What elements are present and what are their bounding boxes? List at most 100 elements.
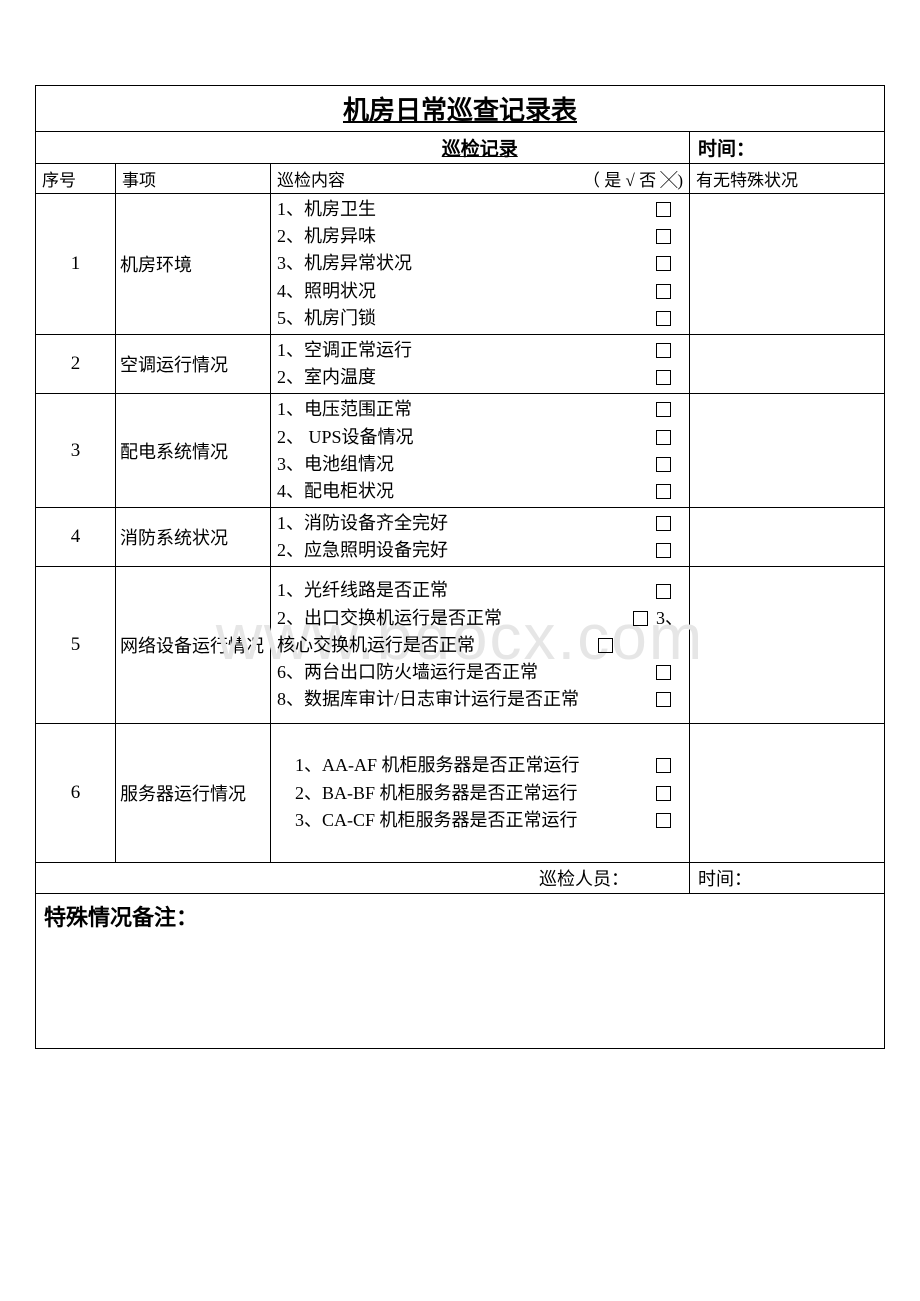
checkbox-icon[interactable]: [656, 786, 671, 801]
item-cell: 空调运行情况: [116, 334, 271, 393]
header-content-label: 巡检内容: [277, 171, 345, 190]
seq-cell: 4: [36, 508, 116, 567]
subheader-row: 巡检记录 时间：: [36, 132, 885, 164]
content-line: 2、机房异味: [277, 223, 683, 250]
content-line: 4、照明状况: [277, 278, 683, 305]
page-container: 机房日常巡查记录表 巡检记录 时间： 序号 事项 巡检内容 （ 是 √ 否 ╳)…: [0, 0, 920, 1049]
footer-left: [36, 862, 271, 893]
checkbox-icon[interactable]: [656, 543, 671, 558]
line-text: 4、照明状况: [277, 279, 376, 304]
checkbox-icon[interactable]: [656, 692, 671, 707]
seq-cell: 5: [36, 567, 116, 724]
content-line: 2、应急照明设备完好: [277, 537, 683, 564]
line-text: 1、电压范围正常: [277, 397, 412, 422]
seq-cell: 3: [36, 394, 116, 508]
table-row: 4 消防系统状况 1、消防设备齐全完好 2、应急照明设备完好: [36, 508, 885, 567]
subheader-left: [36, 132, 271, 164]
checkbox-icon[interactable]: [656, 484, 671, 499]
status-cell[interactable]: [689, 508, 884, 567]
checkbox-icon[interactable]: [656, 584, 671, 599]
content-line: 1、光纤线路是否正常: [277, 577, 683, 604]
remarks-cell[interactable]: 特殊情况备注：: [36, 893, 885, 1048]
line-text: 2、出口交换机运行是否正常: [277, 606, 502, 631]
content-line: 6、两台出口防火墙运行是否正常: [277, 659, 683, 686]
status-cell[interactable]: [689, 567, 884, 724]
checkbox-icon[interactable]: [656, 457, 671, 472]
status-cell[interactable]: [689, 394, 884, 508]
checkbox-icon[interactable]: [656, 229, 671, 244]
inspection-table: 机房日常巡查记录表 巡检记录 时间： 序号 事项 巡检内容 （ 是 √ 否 ╳)…: [35, 85, 885, 1049]
footer-row: 巡检人员： 时间：: [36, 862, 885, 893]
line-trail: 3、: [656, 606, 683, 631]
content-line: 2、BA-BF 机柜服务器是否正常运行: [277, 780, 683, 807]
item-cell: 网络设备运行情况: [116, 567, 271, 724]
footer-inspector: 巡检人员：: [271, 862, 690, 893]
checkbox-icon[interactable]: [656, 343, 671, 358]
line-text: 2、室内温度: [277, 365, 376, 390]
checkbox-icon[interactable]: [656, 430, 671, 445]
content-cell: 1、空调正常运行 2、室内温度: [271, 334, 690, 393]
line-text: 3、机房异常状况: [277, 251, 412, 276]
line-text: 4、配电柜状况: [277, 479, 394, 504]
page-title: 机房日常巡查记录表: [343, 96, 577, 125]
status-cell[interactable]: [689, 334, 884, 393]
line-text: 3、电池组情况: [277, 452, 394, 477]
checkbox-icon[interactable]: [656, 311, 671, 326]
content-cell: 1、AA-AF 机柜服务器是否正常运行 2、BA-BF 机柜服务器是否正常运行 …: [271, 724, 690, 863]
checkbox-icon[interactable]: [656, 202, 671, 217]
checkbox-icon[interactable]: [656, 665, 671, 680]
content-cell: 1、电压范围正常 2、 UPS设备情况 3、电池组情况 4、配电柜状况: [271, 394, 690, 508]
content-line: 3、机房异常状况: [277, 250, 683, 277]
item-cell: 配电系统情况: [116, 394, 271, 508]
checkbox-icon[interactable]: [656, 813, 671, 828]
item-cell: 机房环境: [116, 194, 271, 335]
content-line: 4、配电柜状况: [277, 478, 683, 505]
content-line: 2、 UPS设备情况: [277, 424, 683, 451]
footer-time: 时间：: [689, 862, 884, 893]
line-text: 1、光纤线路是否正常: [277, 578, 448, 603]
line-text: 1、消防设备齐全完好: [277, 511, 448, 536]
header-item: 事项: [116, 164, 271, 194]
seq-cell: 2: [36, 334, 116, 393]
checkbox-icon[interactable]: [656, 256, 671, 271]
subheader-time: 时间：: [689, 132, 884, 164]
item-cell: 服务器运行情况: [116, 724, 271, 863]
checkbox-icon[interactable]: [633, 611, 648, 626]
line-text: 2、 UPS设备情况: [277, 425, 414, 450]
table-row: 2 空调运行情况 1、空调正常运行 2、室内温度: [36, 334, 885, 393]
checkbox-icon[interactable]: [656, 284, 671, 299]
content-line: 1、机房卫生: [277, 196, 683, 223]
content-line: 5、机房门锁: [277, 305, 683, 332]
line-text: 3、CA-CF 机柜服务器是否正常运行: [295, 808, 578, 833]
checkbox-icon[interactable]: [598, 638, 613, 653]
line-text: 1、空调正常运行: [277, 338, 412, 363]
content-line: 3、电池组情况: [277, 451, 683, 478]
line-text: 1、机房卫生: [277, 197, 376, 222]
content-line: 1、电压范围正常: [277, 396, 683, 423]
title-row: 机房日常巡查记录表: [36, 86, 885, 132]
content-line: 1、AA-AF 机柜服务器是否正常运行: [277, 752, 683, 779]
line-text: 2、应急照明设备完好: [277, 538, 448, 563]
checkbox-icon[interactable]: [656, 758, 671, 773]
checkbox-icon[interactable]: [656, 516, 671, 531]
checkbox-icon[interactable]: [656, 370, 671, 385]
content-cell: 1、机房卫生 2、机房异味 3、机房异常状况 4、照明状况 5、机房门锁: [271, 194, 690, 335]
header-legend: （ 是 √ 否 ╳): [583, 166, 683, 191]
line-text: 核心交换机运行是否正常: [277, 633, 475, 658]
content-cell: 1、消防设备齐全完好 2、应急照明设备完好: [271, 508, 690, 567]
checkbox-icon[interactable]: [656, 402, 671, 417]
subheader-middle: 巡检记录: [271, 132, 690, 164]
content-line: 1、消防设备齐全完好: [277, 510, 683, 537]
line-text: 1、AA-AF 机柜服务器是否正常运行: [295, 753, 580, 778]
status-cell[interactable]: [689, 724, 884, 863]
status-cell[interactable]: [689, 194, 884, 335]
line-text: 2、机房异味: [277, 224, 376, 249]
content-line: 2、室内温度: [277, 364, 683, 391]
header-status: 有无特殊状况: [689, 164, 884, 194]
line-text: 8、数据库审计/日志审计运行是否正常: [277, 687, 579, 712]
remarks-row: 特殊情况备注：: [36, 893, 885, 1048]
table-row: 6 服务器运行情况 1、AA-AF 机柜服务器是否正常运行 2、BA-BF 机柜…: [36, 724, 885, 863]
content-cell: 1、光纤线路是否正常 2、出口交换机运行是否正常 3、 核心交换机运行是否正常 6…: [271, 567, 690, 724]
seq-cell: 6: [36, 724, 116, 863]
content-line: 8、数据库审计/日志审计运行是否正常: [277, 686, 683, 713]
